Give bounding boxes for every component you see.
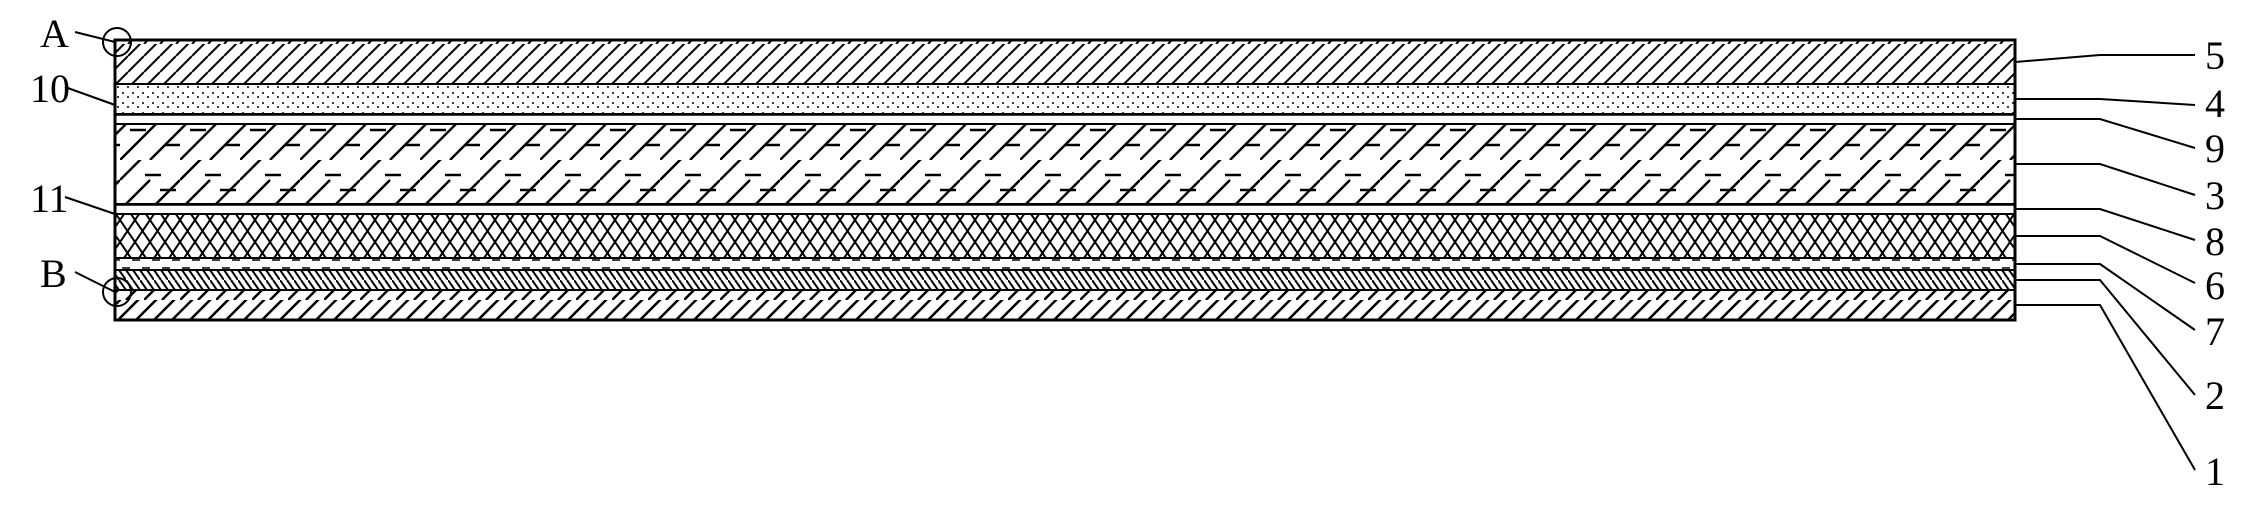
label-11: 11 [30,175,69,222]
label-5: 5 [2205,32,2225,79]
label-A: A [40,10,69,57]
layer2 [115,270,2015,290]
layers-group [115,40,2015,320]
layer9 [115,114,2015,124]
label-7: 7 [2205,308,2225,355]
label-6: 6 [2205,262,2225,309]
layer1 [115,290,2015,320]
layer4 [115,84,2015,114]
layer7 [115,258,2015,270]
label-3: 3 [2205,172,2225,219]
layer8 [115,204,2015,214]
label-8: 8 [2205,218,2225,265]
layer5 [115,40,2015,84]
label-2: 2 [2205,372,2225,419]
label-9: 9 [2205,125,2225,172]
diagram-svg [0,0,2255,510]
label-B: B [40,250,67,297]
diagram-root: A 10 11 B 5 4 9 3 8 6 7 2 1 [0,0,2255,510]
layer6 [115,214,2015,258]
label-1: 1 [2205,448,2225,495]
label-4: 4 [2205,80,2225,127]
layer3 [115,124,2015,204]
label-10: 10 [30,65,70,112]
